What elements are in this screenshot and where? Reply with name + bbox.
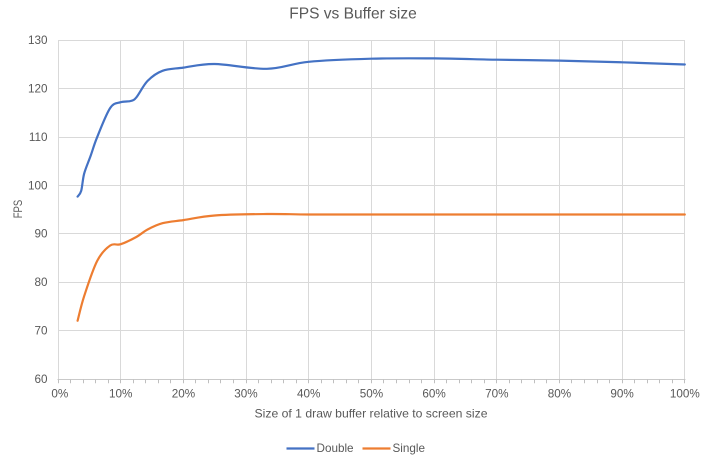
svg-text:30%: 30%	[234, 388, 257, 401]
svg-text:90: 90	[34, 228, 48, 241]
svg-text:Double: Double	[317, 442, 354, 455]
svg-text:120: 120	[28, 83, 48, 96]
svg-text:20%: 20%	[172, 388, 195, 401]
svg-text:50%: 50%	[360, 388, 383, 401]
svg-text:90%: 90%	[610, 388, 633, 401]
svg-text:100: 100	[28, 179, 48, 192]
svg-text:70: 70	[34, 325, 48, 338]
svg-text:40%: 40%	[297, 388, 320, 401]
svg-text:10%: 10%	[109, 388, 132, 401]
svg-text:110: 110	[29, 131, 48, 144]
svg-text:Size of 1 draw buffer relative: Size of 1 draw buffer relative to screen…	[255, 406, 488, 420]
svg-text:60%: 60%	[422, 388, 445, 401]
svg-text:70%: 70%	[485, 388, 508, 401]
svg-text:FPS: FPS	[12, 200, 25, 219]
svg-text:FPS vs Buffer size: FPS vs Buffer size	[289, 6, 417, 23]
svg-text:80: 80	[34, 276, 48, 289]
svg-text:60: 60	[34, 373, 48, 386]
svg-text:Single: Single	[393, 442, 426, 455]
svg-text:0%: 0%	[51, 388, 68, 401]
svg-text:80%: 80%	[548, 388, 571, 401]
svg-text:100%: 100%	[670, 388, 700, 401]
svg-text:130: 130	[28, 34, 48, 47]
